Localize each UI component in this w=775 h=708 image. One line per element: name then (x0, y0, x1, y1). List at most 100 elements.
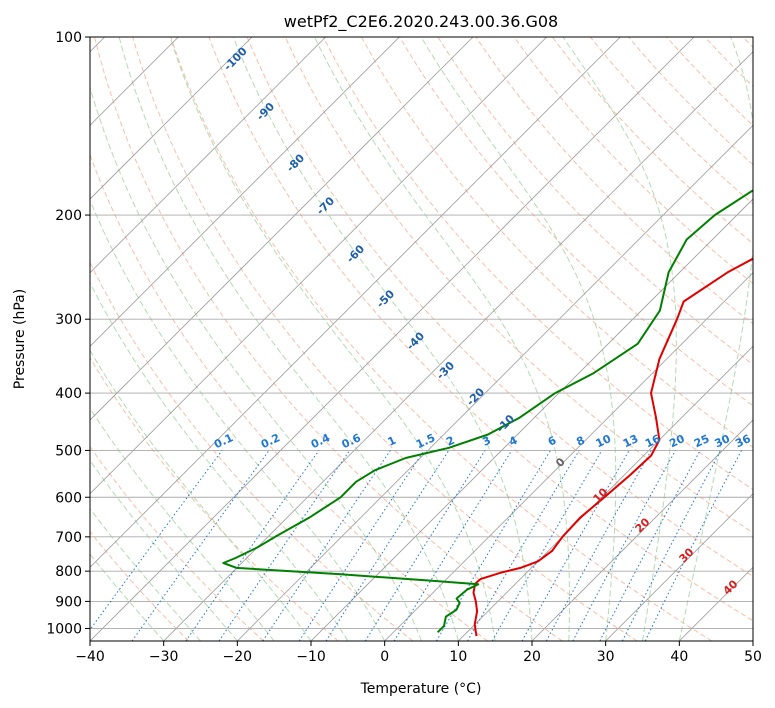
dewpoint-profile (222, 189, 753, 634)
mixing-ratio-line (262, 450, 391, 641)
mixing-ratio-line (90, 450, 223, 631)
dry-adiabat-label: 20 (633, 515, 653, 535)
mixing-ratio-label: 0.2 (259, 431, 282, 451)
mixing-ratio-label: 10 (594, 432, 614, 450)
mixing-ratio-line (218, 450, 351, 641)
y-tick-label: 600 (55, 490, 82, 506)
mixing-ratio-label: 16 (643, 432, 663, 450)
dry-adiabat (437, 37, 753, 366)
isotherm (384, 272, 753, 641)
y-tick-label: 1000 (46, 621, 82, 637)
x-tick-label: 0 (380, 649, 389, 665)
moist-adiabat (118, 37, 459, 641)
moist-adiabat-label: -40 (404, 329, 427, 352)
dry-adiabat (704, 37, 753, 87)
y-axis: 100 200 300 400 500 600 700 800 900 1000 (46, 30, 90, 637)
mixing-ratio-line (521, 450, 630, 641)
dry-adiabat (322, 37, 753, 491)
mixing-ratio-label: 20 (667, 432, 687, 450)
isoline-labels: 0.1 0.2 0.4 0.6 1 1.5 2 3 4 6 8 10 13 16 20 25 30 36-100-… (212, 44, 753, 597)
x-tick-label: 50 (744, 649, 762, 665)
y-axis-title: Pressure (hPa) (12, 289, 28, 389)
mixing-ratio-label: 8 (574, 434, 586, 449)
dry-adiabat (90, 153, 488, 641)
moist-adiabat (562, 37, 677, 641)
dry-adiabat (208, 37, 753, 622)
dry-adiabat-label: 10 (591, 485, 611, 505)
isotherm (90, 37, 253, 200)
mixing-ratio-line (467, 450, 580, 641)
moist-adiabat (90, 281, 349, 641)
dry-adiabat-label: 30 (677, 545, 697, 565)
moist-adiabat (90, 407, 275, 641)
x-tick-label: −30 (149, 649, 179, 665)
x-axis: −40 −30 −20 −10 0 10 20 30 40 50 (75, 641, 762, 665)
moist-adiabat (90, 85, 422, 641)
y-tick-label: 500 (55, 443, 82, 459)
data-lines (222, 189, 753, 637)
moist-adiabat-label: -60 (344, 242, 367, 265)
dry-adiabat (132, 37, 638, 641)
moist-adiabat-label: -80 (284, 151, 307, 174)
mixing-ratio-label: 13 (621, 432, 640, 450)
isotherm (237, 124, 753, 641)
y-tick-label: 300 (55, 312, 82, 328)
isotherm (679, 566, 753, 641)
dry-adiabat (551, 37, 753, 245)
isotherm (605, 493, 753, 641)
moist-adiabat (314, 37, 570, 641)
x-tick-label: 20 (523, 649, 541, 665)
y-tick-label: 900 (55, 594, 82, 610)
moist-adiabat (678, 37, 753, 641)
dry-adiabat (284, 37, 753, 534)
x-axis-title: Temperature (°C) (360, 681, 482, 697)
dry-adiabat (94, 37, 563, 641)
dry-adiabat-label: 40 (721, 577, 741, 597)
y-tick-label: 700 (55, 530, 82, 546)
isotherm (90, 37, 474, 421)
x-tick-label: −40 (75, 649, 105, 665)
dry-adiabat (361, 37, 753, 448)
dry-adiabat (246, 37, 753, 577)
isotherm (90, 37, 547, 495)
x-tick-label: 10 (449, 649, 467, 665)
isotherm (90, 37, 326, 274)
dry-adiabat (90, 261, 414, 641)
mixing-ratio-line (572, 450, 676, 641)
y-tick-label: 400 (55, 386, 82, 402)
dry-adiabat (742, 37, 753, 48)
moist-adiabat (169, 37, 496, 641)
mixing-ratio-label: 0.1 (212, 431, 235, 451)
temperature-profile (472, 257, 753, 637)
isotherm (90, 37, 400, 347)
x-tick-label: 30 (597, 649, 615, 665)
dry-adiabat (90, 445, 264, 641)
chart-title: wetPf2_C2E6.2020.243.00.36.G08 (284, 12, 558, 32)
moist-adiabat (90, 349, 312, 641)
moist-adiabat-label: -70 (314, 194, 337, 217)
moist-adiabat (90, 507, 201, 641)
y-tick-label: 800 (55, 564, 82, 580)
isotherm (90, 37, 621, 568)
dry-adiabat (90, 356, 339, 641)
dry-adiabat (399, 37, 753, 407)
mixing-ratio-line (621, 450, 722, 641)
mixing-ratio-label: 4 (507, 434, 520, 449)
mixing-ratio-line (644, 450, 742, 641)
isotherm (310, 198, 753, 641)
mixing-ratio-label: 30 (713, 432, 733, 450)
mixing-ratio-label: 1 (386, 434, 398, 449)
mixing-ratio-line (325, 450, 450, 641)
moist-adiabat (90, 553, 165, 641)
moist-adiabat-label: -50 (374, 287, 397, 310)
y-tick-label: 200 (55, 208, 82, 224)
mixing-ratio-line (185, 450, 320, 641)
x-tick-label: −20 (223, 649, 253, 665)
isotherm (90, 37, 695, 641)
plot-frame (89, 36, 754, 642)
dry-adiabat-label: 0 (553, 455, 568, 470)
x-tick-label: 40 (670, 649, 688, 665)
x-tick-label: −10 (296, 649, 326, 665)
moist-adiabat (90, 459, 238, 641)
